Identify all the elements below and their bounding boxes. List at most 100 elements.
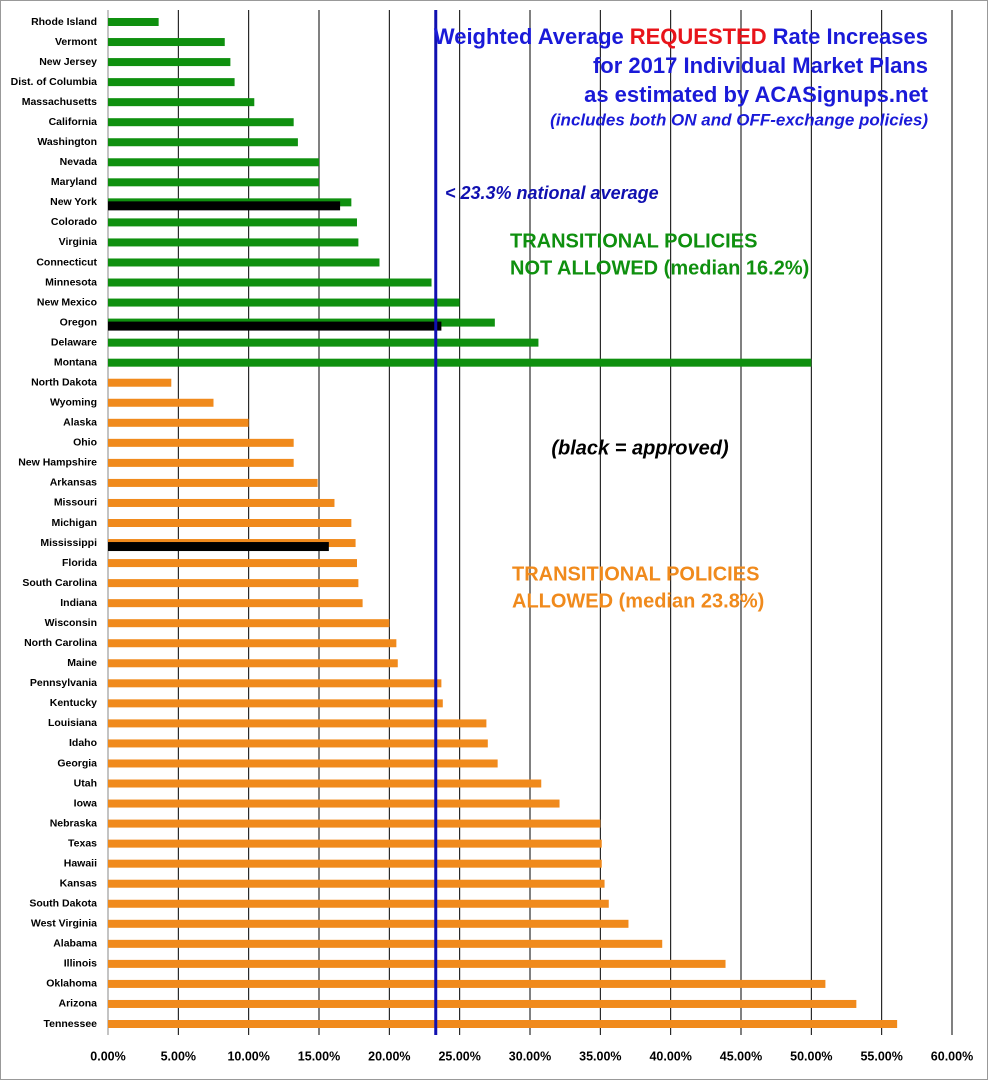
x-tick-label: 40.00% <box>649 1049 691 1063</box>
y-tick-label: Montana <box>54 356 97 368</box>
bar <box>108 98 255 107</box>
bar <box>108 438 294 447</box>
bar <box>108 158 319 167</box>
y-tick-label: Vermont <box>55 36 98 48</box>
y-tick-label: Kentucky <box>50 697 97 709</box>
chart-subtitle: (includes both ON and OFF-exchange polic… <box>550 110 928 129</box>
bar <box>108 619 390 628</box>
approved-bar <box>108 542 329 552</box>
y-tick-label: Kansas <box>60 878 98 890</box>
annotation: ALLOWED (median 23.8%) <box>512 590 764 612</box>
bar <box>108 498 335 507</box>
bar <box>108 579 359 588</box>
approved-bar <box>108 201 341 211</box>
bar <box>108 138 298 147</box>
x-tick-label: 45.00% <box>720 1049 762 1063</box>
bar <box>108 338 539 347</box>
bar <box>108 278 432 287</box>
y-tick-label: Oregon <box>60 316 97 328</box>
annotation: TRANSITIONAL POLICIES <box>512 563 759 585</box>
y-tick-label: North Carolina <box>24 637 97 649</box>
y-tick-label: Nebraska <box>50 817 97 829</box>
y-tick-label: Virginia <box>59 236 97 248</box>
bar <box>108 639 397 648</box>
y-tick-label: Michigan <box>51 517 97 529</box>
bar <box>108 118 294 127</box>
bar <box>108 739 488 748</box>
title-part: for 2017 Individual Market Plans <box>593 53 928 78</box>
chart-title: as estimated by ACASignups.net <box>584 82 929 107</box>
annotation: (black = approved) <box>551 437 729 459</box>
y-tick-label: Delaware <box>51 336 97 348</box>
x-tick-label: 5.00% <box>161 1049 196 1063</box>
bar <box>108 919 629 928</box>
bar <box>108 699 443 708</box>
title-part: REQUESTED <box>630 24 767 49</box>
bar <box>108 258 380 267</box>
y-tick-label: Florida <box>62 557 97 569</box>
y-tick-label: Colorado <box>51 216 97 228</box>
title-part: as estimated by ACASignups.net <box>584 82 929 107</box>
annotation: TRANSITIONAL POLICIES <box>510 230 757 252</box>
bar <box>108 458 294 467</box>
y-tick-label: Connecticut <box>36 256 97 268</box>
bar <box>108 779 542 788</box>
bar <box>108 478 318 487</box>
x-tick-label: 55.00% <box>860 1049 902 1063</box>
y-tick-label: Louisiana <box>48 717 97 729</box>
y-tick-label: Pennsylvania <box>30 677 97 689</box>
y-tick-label: Minnesota <box>45 276 97 288</box>
bar <box>108 939 663 948</box>
y-tick-label: Dist. of Columbia <box>11 76 97 88</box>
y-tick-label: Indiana <box>60 597 97 609</box>
bar <box>108 679 442 688</box>
x-tick-label: 25.00% <box>438 1049 480 1063</box>
bar <box>108 879 605 888</box>
x-tick-label: 0.00% <box>90 1049 125 1063</box>
x-tick-label: 10.00% <box>227 1049 269 1063</box>
x-tick-label: 35.00% <box>579 1049 621 1063</box>
bar <box>108 759 498 768</box>
annotation: NOT ALLOWED (median 16.2%) <box>510 257 809 279</box>
title-part: Weighted Average <box>434 24 624 49</box>
y-tick-label: Washington <box>37 136 97 148</box>
bar <box>108 899 609 908</box>
bar <box>108 298 460 307</box>
y-tick-label: Idaho <box>69 737 97 749</box>
x-tick-label: 15.00% <box>298 1049 340 1063</box>
bar <box>108 979 826 988</box>
bar <box>108 839 602 848</box>
x-tick-label: 60.00% <box>931 1049 973 1063</box>
y-tick-label: New Jersey <box>39 56 97 68</box>
y-tick-label: New Hampshire <box>18 457 97 469</box>
y-tick-label: Arkansas <box>50 477 97 489</box>
y-tick-label: New Mexico <box>37 296 97 308</box>
y-tick-label: Alaska <box>63 417 97 429</box>
y-tick-label: Missouri <box>54 497 97 509</box>
y-tick-label: Rhode Island <box>31 16 97 28</box>
chart-title: Weighted Average REQUESTED Rate Increases <box>434 24 928 49</box>
bar <box>108 659 398 668</box>
y-tick-label: Illinois <box>64 958 97 970</box>
bar <box>108 959 726 968</box>
bar <box>108 358 812 367</box>
y-tick-label: West Virginia <box>31 918 97 930</box>
y-tick-label: South Dakota <box>29 898 97 910</box>
bar <box>108 238 359 247</box>
bar <box>108 859 602 868</box>
y-tick-label: Utah <box>74 777 97 789</box>
y-tick-label: South Carolina <box>22 577 97 589</box>
bar <box>108 819 601 828</box>
y-tick-label: Maine <box>67 657 97 669</box>
bar <box>108 719 487 728</box>
bar <box>108 218 357 227</box>
bar <box>108 58 231 67</box>
bar <box>108 18 159 26</box>
y-tick-label: Wyoming <box>50 397 97 409</box>
x-tick-label: 20.00% <box>368 1049 410 1063</box>
bar <box>108 559 357 568</box>
y-tick-label: Iowa <box>74 797 97 809</box>
bar <box>108 398 214 407</box>
bar <box>108 519 352 527</box>
bar <box>108 799 560 808</box>
